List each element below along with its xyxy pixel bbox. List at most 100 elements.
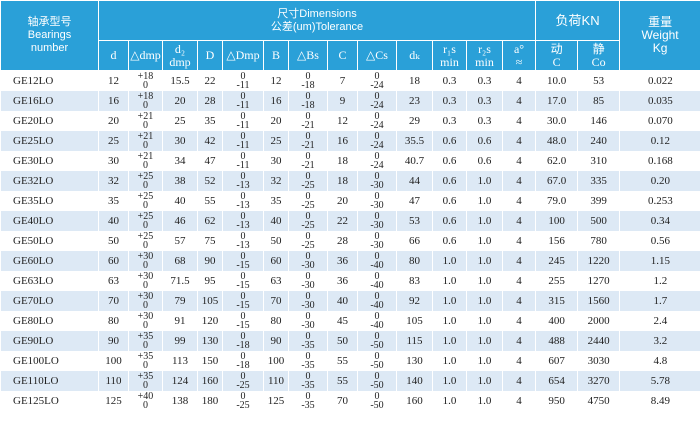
tolerance-text: 0 xyxy=(374,271,380,282)
tolerance-text: 0 xyxy=(143,280,148,291)
table-cell: 18 xyxy=(396,70,433,91)
tolerance-text: -15 xyxy=(236,320,250,331)
table-cell: 25 xyxy=(162,111,198,131)
table-cell: 0 -15 xyxy=(222,271,264,291)
table-cell: 30 xyxy=(98,151,129,171)
tolerance-text: -40 xyxy=(370,320,384,331)
tolerance-text: 0 xyxy=(374,311,380,322)
tolerance-text: 0 xyxy=(240,231,246,242)
table-cell: 315 xyxy=(535,291,578,311)
table-cell: 0 -50 xyxy=(357,391,397,411)
table-cell: 245 xyxy=(535,251,578,271)
tolerance-text: 0 xyxy=(374,171,380,182)
table-cell: 1.0 xyxy=(466,231,503,251)
tolerance-text: 0 xyxy=(143,400,148,411)
table-cell: 35 xyxy=(263,191,289,211)
tolerance-text: -24 xyxy=(370,120,384,131)
column-header: △Bs xyxy=(288,40,328,71)
tolerance-text: 0 xyxy=(143,200,148,211)
table-cell: 4 xyxy=(501,111,536,131)
tolerance-text: 0 xyxy=(305,311,311,322)
table-cell: 1220 xyxy=(577,251,620,271)
column-text: min xyxy=(440,54,459,69)
table-cell: 130 xyxy=(396,351,433,371)
tolerance-text: 0 xyxy=(374,151,380,162)
tolerance-text: 0 xyxy=(374,291,380,302)
weight-header: 重量 Weight Kg xyxy=(619,0,700,71)
table-cell: 25 xyxy=(98,131,129,151)
tolerance-text: -18 xyxy=(301,100,315,111)
table-cell: 0 -25 xyxy=(222,371,264,391)
table-cell: 35 xyxy=(197,111,223,131)
table-cell: +18 0 xyxy=(128,91,163,111)
table-cell: 50 xyxy=(98,231,129,251)
model-cell: GE16LO xyxy=(0,91,99,111)
tolerance-text: +30 xyxy=(137,311,154,322)
tolerance-text: 0 xyxy=(240,351,246,362)
tolerance-text: -50 xyxy=(370,360,384,371)
table-row: GE20LO 20 +21 0 25 35 0 -11 20 0 -21 12 0 -24 29 0.3 0.3… xyxy=(0,111,700,131)
column-header: dₖ xyxy=(396,40,433,71)
header-text: Weight xyxy=(641,28,679,42)
tolerance-text: 0 xyxy=(374,251,380,262)
table-row: GE40LO 40 +25 0 46 62 0 -13 40 0 -25 22 0 -30 53 0.6 1.0… xyxy=(0,211,700,231)
table-cell: 120 xyxy=(197,311,223,331)
table-cell: 20 xyxy=(162,91,198,111)
tolerance-text: -40 xyxy=(370,280,384,291)
bearing-table: 轴承型号 Bearings number 尺寸Dimensions 公差(um)Tole… xyxy=(0,0,700,411)
table-cell: 0.12 xyxy=(619,131,700,151)
tolerance-text: 0 xyxy=(240,251,246,262)
table-cell: 0.253 xyxy=(619,191,700,211)
subheader-row: d △dmp d₂ dmp D △Dmp B △Bs C △Cs dₖ r₁s min r₂s min a° ≈… xyxy=(1,40,700,71)
table-cell: 16 xyxy=(263,91,289,111)
table-cell: 0 -30 xyxy=(288,271,328,291)
column-text: 动 xyxy=(550,41,563,56)
table-cell: +18 0 xyxy=(128,70,163,91)
table-cell: 53 xyxy=(577,70,620,91)
table-cell: 9 xyxy=(327,91,358,111)
tolerance-text: 0 xyxy=(240,91,246,102)
table-cell: 4 xyxy=(501,251,536,271)
table-cell: 90 xyxy=(197,251,223,271)
table-cell: 63 xyxy=(98,271,129,291)
column-header: d xyxy=(98,40,129,71)
table-cell: 4 xyxy=(501,231,536,251)
tolerance-text: -18 xyxy=(236,360,250,371)
tolerance-text: 0 xyxy=(240,291,246,302)
tolerance-text: 0 xyxy=(143,140,148,151)
header-text: Bearings xyxy=(27,29,72,41)
column-text: d xyxy=(110,48,117,62)
table-cell: 4.8 xyxy=(619,351,700,371)
table-cell: 310 xyxy=(577,151,620,171)
table-cell: 4 xyxy=(501,191,536,211)
table-cell: 0 -11 xyxy=(222,111,264,131)
table-cell: 0.6 xyxy=(432,231,467,251)
model-cell: GE100LO xyxy=(0,351,99,371)
tolerance-text: +30 xyxy=(137,251,154,262)
model-cell: GE35LO xyxy=(0,191,99,211)
table-cell: 180 xyxy=(197,391,223,411)
table-cell: 12 xyxy=(98,70,129,91)
table-cell: +30 0 xyxy=(128,251,163,271)
table-cell: 4 xyxy=(501,70,536,91)
tolerance-text: -50 xyxy=(370,340,384,351)
tolerance-text: +25 xyxy=(137,211,154,222)
table-cell: 240 xyxy=(577,131,620,151)
table-cell: +25 0 xyxy=(128,211,163,231)
table-cell: 0.6 xyxy=(432,171,467,191)
tolerance-text: -30 xyxy=(301,280,315,291)
table-cell: 46 xyxy=(162,211,198,231)
table-cell: 18 xyxy=(327,151,358,171)
tolerance-text: 0 xyxy=(240,111,246,122)
tolerance-text: +25 xyxy=(137,171,154,182)
table-cell: 85 xyxy=(577,91,620,111)
table-cell: 83 xyxy=(396,271,433,291)
table-cell: 4 xyxy=(501,331,536,351)
tolerance-text: -35 xyxy=(301,340,315,351)
table-cell: 0.6 xyxy=(432,131,467,151)
table-cell: 80 xyxy=(98,311,129,331)
table-cell: 1.0 xyxy=(466,371,503,391)
tolerance-text: -25 xyxy=(236,380,250,391)
table-cell: 3.2 xyxy=(619,331,700,351)
table-cell: 0 -35 xyxy=(288,371,328,391)
